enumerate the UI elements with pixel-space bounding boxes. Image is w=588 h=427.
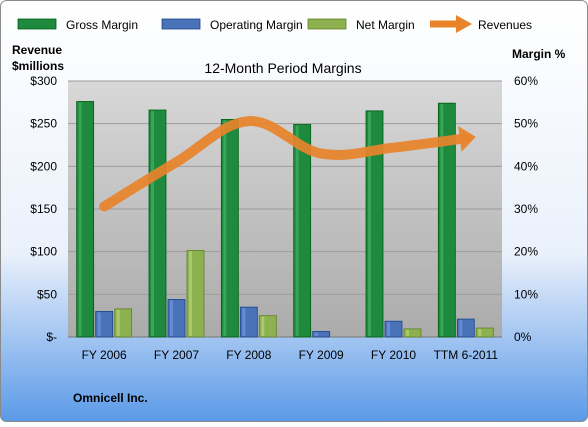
right-tick-label: 0% (514, 330, 532, 344)
revenues-legend-label: Revenues (478, 18, 532, 32)
gross-margin-bar (76, 101, 95, 338)
category-label: FY 2009 (299, 348, 344, 362)
net-margin-bar-highlight (406, 329, 409, 336)
category-label: FY 2007 (154, 348, 199, 362)
left-tick-label: $150 (30, 202, 57, 216)
grid-lines (68, 80, 502, 338)
net-margin-bar-highlight (116, 309, 120, 336)
gross-margin-bar-highlight (78, 102, 82, 336)
net-margin-bar (475, 327, 494, 338)
operating-margin-bar (95, 310, 114, 338)
gross-margin-legend-swatch (17, 18, 57, 30)
net-margin-bar-highlight (189, 251, 192, 336)
right-tick-label: 10% (514, 287, 538, 301)
category-label: FY 2008 (226, 348, 271, 362)
operating-margin-bar-highlight (459, 320, 463, 336)
operating-margin-bar-highlight (170, 300, 173, 336)
right-axis-label: Margin % (512, 47, 566, 61)
revenue-line-layer (99, 116, 476, 212)
net-margin-bar-highlight (261, 316, 265, 336)
legend: Gross Margin Operating Margin Net Margin Re… (17, 15, 532, 33)
net-margin-bar-highlight (478, 329, 482, 336)
revenues-line (99, 116, 471, 212)
left-tick-label: $- (46, 330, 57, 344)
gross-margin-bar-highlight (440, 104, 444, 336)
operating-margin-bar-highlight (314, 332, 318, 336)
right-tick-label: 50% (514, 117, 538, 131)
right-tick-label: 60% (514, 74, 538, 88)
net-margin-bar (258, 315, 277, 338)
left-tick-label: $300 (30, 74, 57, 88)
left-tick-label: $250 (30, 117, 57, 131)
left-tick-label: $100 (30, 245, 57, 259)
operating-margin-bar-highlight (387, 322, 390, 336)
left-tick-label: $50 (37, 287, 57, 301)
company-name: Omnicell Inc. (73, 391, 148, 405)
category-label: FY 2006 (82, 348, 127, 362)
operating-margin-bar (239, 306, 258, 338)
operating-margin-legend-swatch (161, 18, 201, 30)
operating-margin-bar (384, 320, 403, 338)
revenues-arrowhead (458, 126, 476, 152)
axes-layer: $- $50 $100 $150 $200 $250 $300 0% 10% 20% 30% 40% 5… (30, 74, 538, 362)
category-label: FY 2010 (371, 348, 416, 362)
operating-margin-bar (167, 299, 186, 338)
net-margin-bar (186, 249, 205, 338)
gross-margin-bar (365, 110, 384, 338)
operating-margin-bar-highlight (242, 308, 246, 336)
operating-margin-bar-highlight (97, 312, 101, 336)
right-tick-label: 30% (514, 202, 538, 216)
operating-margin-bar (312, 331, 331, 338)
left-axis-label-line2: $millions (12, 59, 64, 73)
net-margin-legend-swatch (307, 18, 347, 30)
bars-layer (76, 101, 494, 338)
net-margin-bar (114, 308, 133, 338)
gross-margin-bar (293, 124, 312, 338)
revenues-legend-arrow (456, 15, 472, 33)
right-tick-label: 20% (514, 245, 538, 259)
left-tick-label: $200 (30, 159, 57, 173)
gross-margin-bar (437, 102, 456, 338)
gross-margin-bar (220, 119, 239, 338)
gross-margin-bar-highlight (223, 120, 227, 337)
chart-title: 12-Month Period Margins (204, 60, 361, 76)
left-axis-label-line1: Revenue (12, 43, 62, 57)
operating-margin-bar (456, 318, 475, 338)
gross-margin-bar-highlight (295, 125, 299, 337)
net-margin-legend-label: Net Margin (356, 18, 415, 32)
right-tick-label: 40% (514, 159, 538, 173)
net-margin-bar (403, 328, 422, 338)
gross-margin-legend-label: Gross Margin (66, 18, 138, 32)
category-label: TTM 6-2011 (434, 348, 499, 362)
operating-margin-legend-label: Operating Margin (210, 18, 303, 32)
gross-margin-bar-highlight (151, 111, 154, 336)
gross-margin-bar-highlight (368, 111, 371, 336)
